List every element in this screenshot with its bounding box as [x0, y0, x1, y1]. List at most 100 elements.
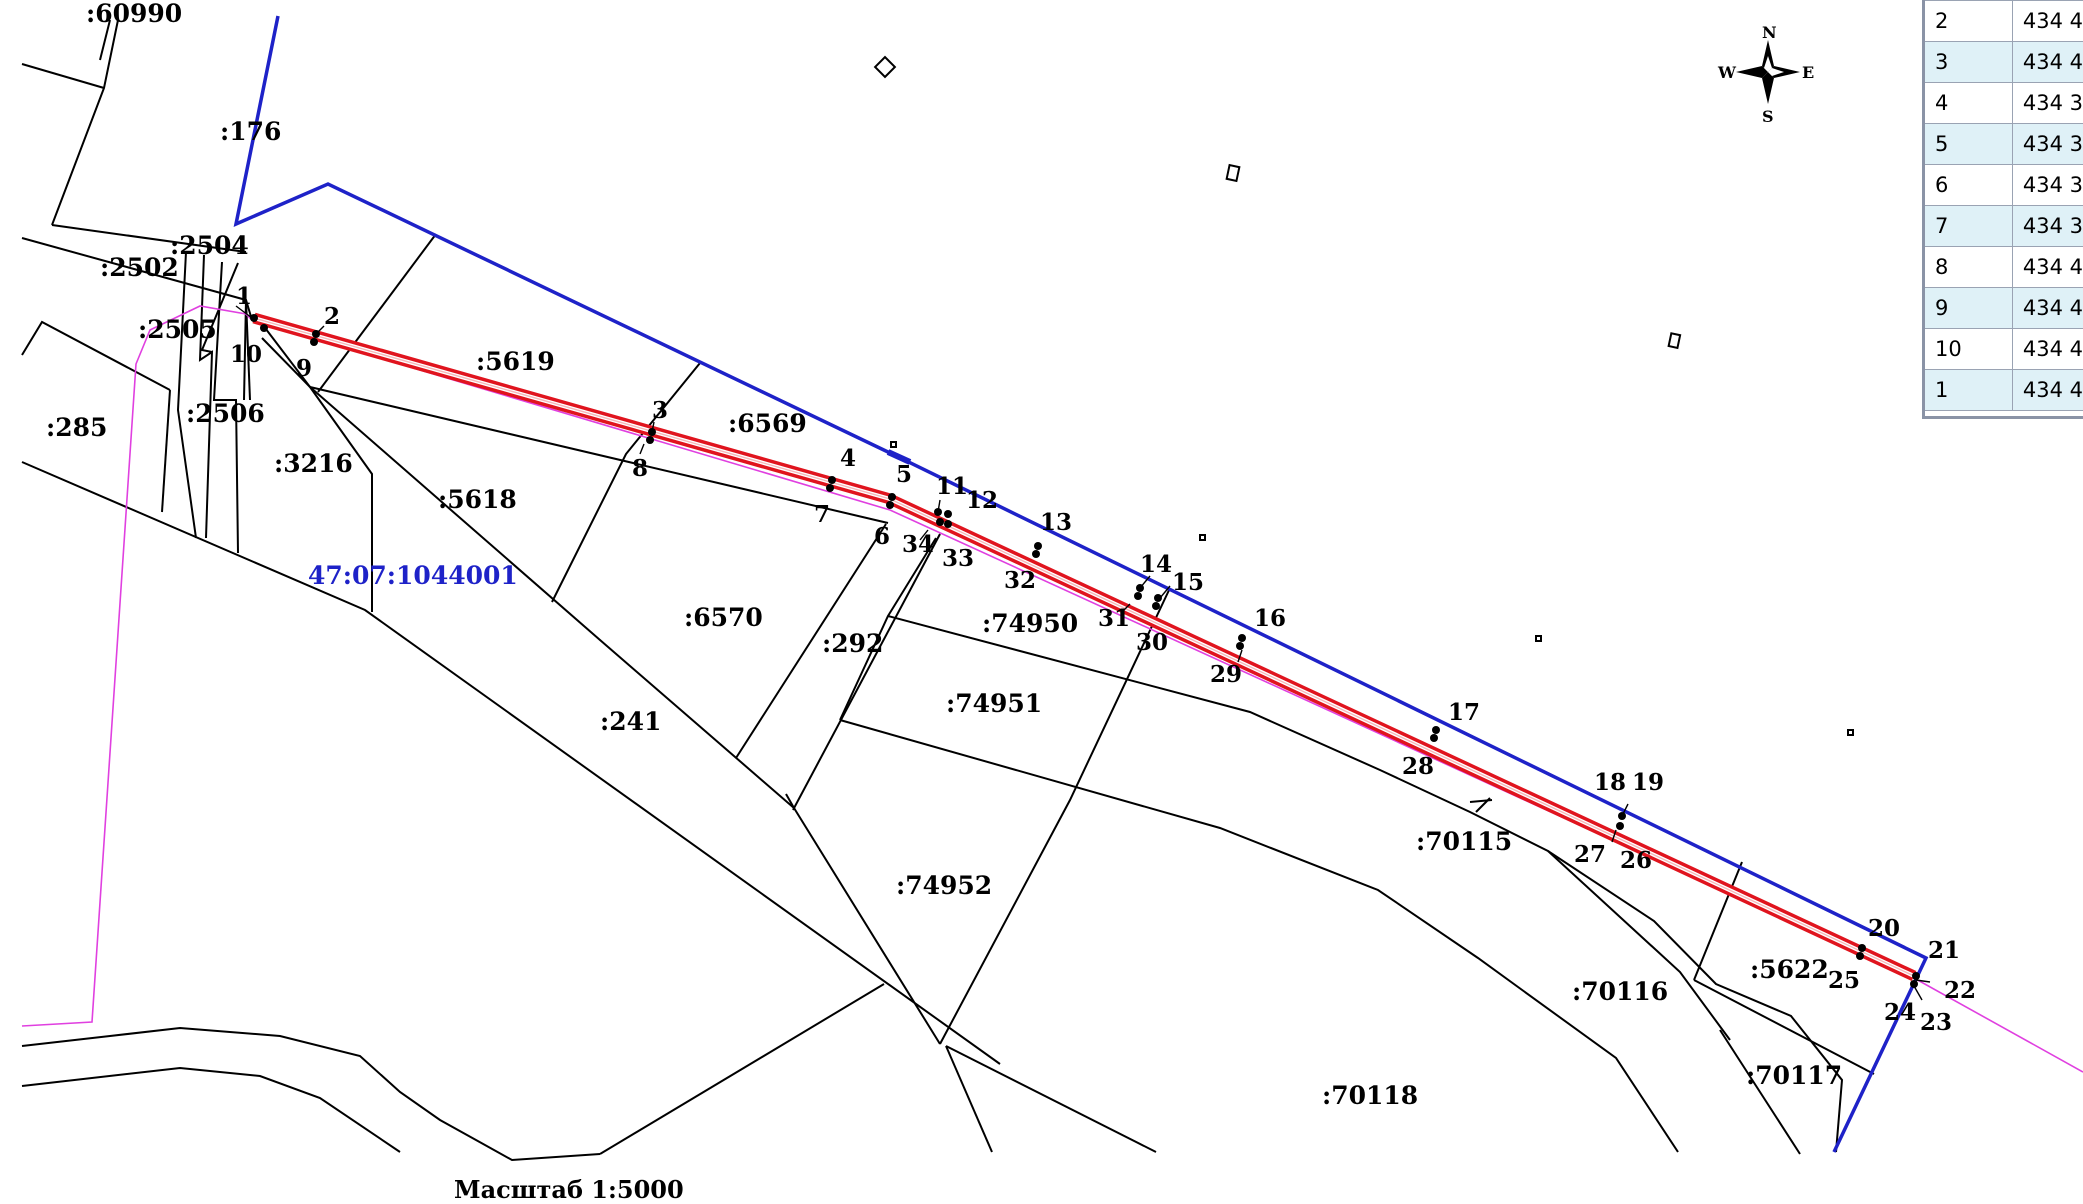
vertex-label: 22 [1944, 977, 1976, 1004]
vertex-label: 27 [1574, 841, 1606, 868]
parcel-label[interactable]: :70115 [1416, 827, 1512, 856]
building-icon [1225, 163, 1241, 183]
pink-boundary-line [21, 305, 2083, 1073]
vertex-label: 11 [936, 473, 968, 500]
parcel-label[interactable]: :3216 [274, 449, 353, 478]
parcel-label[interactable]: :70117 [1746, 1061, 1842, 1090]
vertex-label: 14 [1140, 551, 1172, 578]
parcel-label[interactable]: :292 [822, 629, 883, 658]
vertex-label: 12 [966, 487, 998, 514]
table-row[interactable]: 7 434 3 [1924, 205, 2083, 247]
point-number-cell: 5 [1924, 123, 2013, 165]
coordinate-cell: 434 4 [2011, 41, 2083, 83]
label-leaders [235, 305, 1931, 1001]
vertex-label: 31 [1098, 605, 1130, 632]
parcel-labels: :60990 :176 :2504 :2502 :2505 :285 :2506… [46, 0, 1842, 1110]
vertex-label: 34 [902, 531, 934, 558]
coordinate-cell: 434 4 [2011, 0, 2083, 42]
vertex-label: 7 [814, 501, 830, 528]
parcel-label[interactable]: :5618 [438, 485, 517, 514]
vertex-label: 13 [1040, 509, 1072, 536]
coordinate-cell: 434 4 [2011, 328, 2083, 370]
coordinate-cell: 434 3 [2011, 205, 2083, 247]
parcel-label[interactable]: :70116 [1572, 977, 1668, 1006]
vertex-label: 30 [1136, 629, 1168, 656]
small-marker-icon [1535, 635, 1542, 642]
parcel-label[interactable]: :2505 [138, 315, 217, 344]
coordinate-cell: 434 3 [2011, 164, 2083, 206]
vertex-label: 23 [1920, 1009, 1952, 1036]
vertex-label: 15 [1172, 569, 1204, 596]
vertex-label: 16 [1254, 605, 1286, 632]
table-row[interactable]: 6 434 3 [1924, 164, 2083, 206]
cadastral-district-label[interactable]: 47:07:1044001 [308, 561, 518, 590]
compass-east-label: E [1802, 63, 1814, 82]
table-row[interactable]: 9 434 4 [1924, 287, 2083, 329]
table-row[interactable]: 5 434 3 [1924, 123, 2083, 165]
parcel-label[interactable]: :2506 [186, 399, 265, 428]
vertex-label: 4 [840, 445, 856, 472]
diamond-icon [873, 55, 897, 79]
parcel-label[interactable]: :6569 [728, 409, 807, 438]
parcel-label[interactable]: :2504 [170, 231, 249, 260]
small-marker-icon [890, 441, 897, 448]
parcel-label[interactable]: :2502 [100, 253, 179, 282]
vertex-label: 6 [874, 523, 890, 550]
parcel-label[interactable]: :176 [220, 117, 281, 146]
parcel-label[interactable]: :74952 [896, 871, 992, 900]
table-row[interactable]: 4 434 3 [1924, 82, 2083, 124]
vertex-label: 8 [632, 455, 648, 482]
table-row[interactable]: 10 434 4 [1924, 328, 2083, 370]
parcel-label[interactable]: :74951 [946, 689, 1042, 718]
parcel-label[interactable]: :241 [600, 707, 661, 736]
small-marker-icon [1199, 534, 1206, 541]
map-symbols [873, 55, 1854, 736]
table-row[interactable]: 8 434 4 [1924, 246, 2083, 288]
vertex-label: 32 [1004, 567, 1036, 594]
parcel-label-top-cut: :60990 [86, 0, 182, 28]
parcel-label[interactable]: :6570 [684, 603, 763, 632]
parcel-label[interactable]: :285 [46, 413, 107, 442]
small-marker-icon [1847, 729, 1854, 736]
point-number-cell: 8 [1924, 246, 2013, 288]
table-row[interactable]: 3 434 4 [1924, 41, 2083, 83]
vertex-label: 24 [1884, 999, 1916, 1026]
vertex-label: 21 [1928, 937, 1960, 964]
coordinate-cell: 434 4 [2011, 246, 2083, 288]
parcel-label[interactable]: :74950 [982, 609, 1078, 638]
vertex-label: 9 [296, 355, 312, 382]
vertex-markers [250, 314, 1920, 988]
compass-west-label: W [1717, 63, 1737, 82]
parcel-label[interactable]: :5619 [476, 347, 555, 376]
vertex-label: 17 [1448, 699, 1480, 726]
vertex-label: 26 [1620, 847, 1652, 874]
vertex-label: 20 [1868, 915, 1900, 942]
vertex-label: 1 [236, 283, 252, 310]
vertex-label: 29 [1210, 661, 1242, 688]
vertex-label: 3 [652, 397, 668, 424]
point-number-cell: 6 [1924, 164, 2013, 206]
vertex-number-labels: 1 2 3 4 5 6 7 8 9 10 11 12 13 14 15 16 1… [230, 283, 1976, 1036]
district-boundary [233, 15, 1929, 1153]
compass-north-label: N [1762, 23, 1777, 42]
table-row[interactable]: 2 434 4 [1924, 0, 2083, 42]
parcel-label[interactable]: :70118 [1322, 1081, 1418, 1110]
table-row[interactable]: 1 434 4 [1924, 369, 2083, 411]
vertex-label: 33 [942, 545, 974, 572]
vertex-label: 25 [1828, 967, 1860, 994]
building-icon [1667, 332, 1682, 350]
point-number-cell: 4 [1924, 82, 2013, 124]
vertex-label: 18 [1594, 769, 1626, 796]
point-number-cell: 1 [1924, 369, 2013, 411]
point-number-cell: 10 [1924, 328, 2013, 370]
coordinates-table: 2 434 4 3 434 4 4 434 3 5 434 3 6 434 3 7 434 … [1924, 0, 2083, 411]
point-number-cell: 9 [1924, 287, 2013, 329]
compass-rose-icon: N S W E [1717, 23, 1814, 126]
vertex-label: 28 [1402, 753, 1434, 780]
vertex-label: 19 [1632, 769, 1664, 796]
point-number-cell: 7 [1924, 205, 2013, 247]
coordinate-cell: 434 4 [2011, 287, 2083, 329]
parcel-label[interactable]: :5622 [1750, 955, 1829, 984]
